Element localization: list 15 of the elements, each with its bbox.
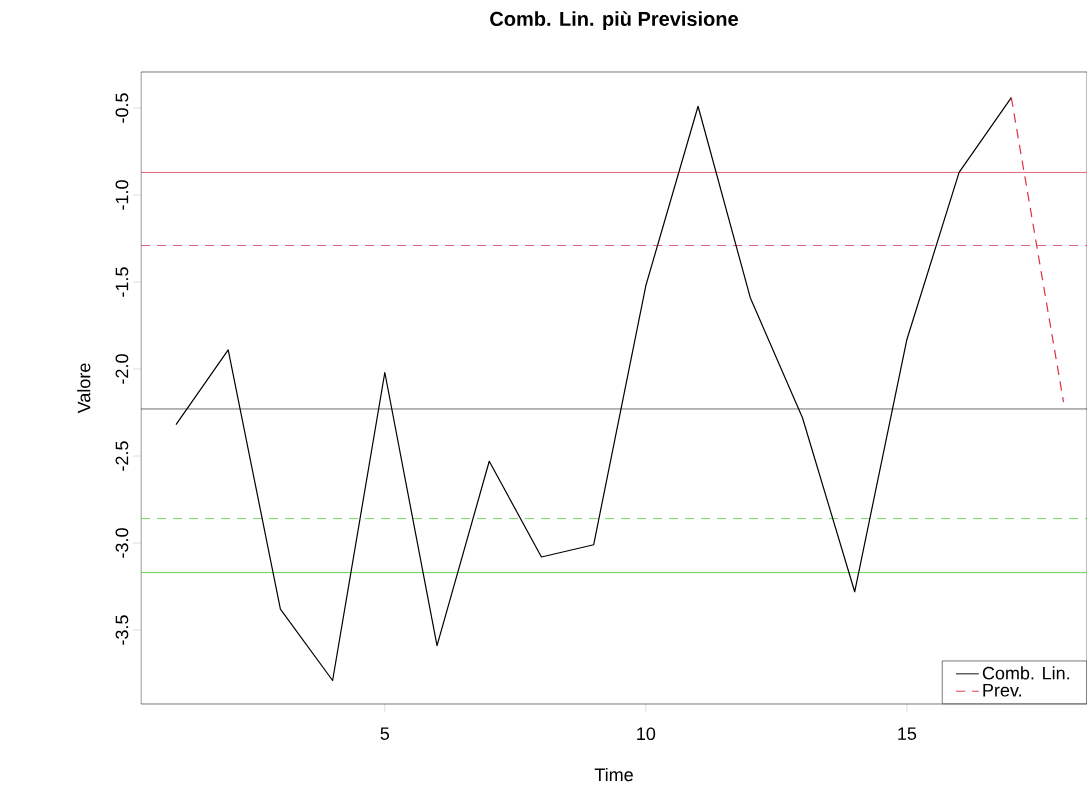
x-axis-title: Time [594, 767, 633, 782]
chart-title: Comb. Lin. più Previsione [490, 11, 738, 30]
x-tick-label: 10 [637, 727, 656, 741]
y-tick-label: -2.0 [115, 354, 129, 384]
legend-label: Prev. [983, 684, 1021, 697]
y-tick-label: -1.0 [115, 180, 129, 210]
x-tick-label: 5 [380, 727, 390, 740]
y-tick-label: -0.5 [115, 93, 129, 123]
y-tick-label: -3.5 [115, 615, 129, 645]
y-tick-label: -2.5 [115, 441, 129, 471]
y-tick-label: -3.0 [115, 528, 129, 558]
y-axis-title: Valore [77, 363, 91, 414]
legend-label: Comb. Lin. [982, 666, 1069, 680]
y-tick-label: -1.5 [115, 267, 129, 297]
x-tick-label: 15 [898, 727, 917, 740]
